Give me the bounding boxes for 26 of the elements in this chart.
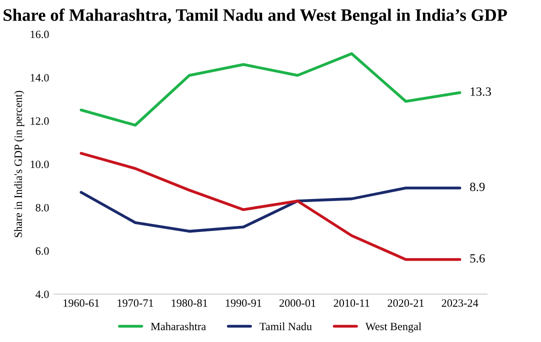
chart-title: Share of Maharashtra, Tamil Nadu and West Bengal in India’s GDP xyxy=(4,8,507,25)
y-tick-label: 6.0 xyxy=(36,247,49,255)
data-label: 13.3 xyxy=(470,87,491,96)
y-tick-label: 8.0 xyxy=(36,204,49,212)
x-tick-label: 1960-61 xyxy=(64,299,99,307)
y-axis-title: Share in India's GDP (in percent) xyxy=(14,90,24,238)
y-tick-label: 4.0 xyxy=(36,290,49,298)
x-tick-label: 2000-01 xyxy=(280,299,316,307)
data-label: 8.9 xyxy=(470,182,485,192)
legend-label: Tamil Nadu xyxy=(260,322,312,330)
line-series xyxy=(80,52,462,127)
legend-label: Maharashtra xyxy=(150,322,206,330)
x-tick-label: 1990-91 xyxy=(226,299,262,307)
x-tick-label: 1980-81 xyxy=(172,299,208,307)
x-tick-label: 2020-21 xyxy=(388,299,424,307)
legend-label: West Bengal xyxy=(365,322,422,332)
x-tick-label: 2010-11 xyxy=(334,299,370,307)
y-tick-label: 10.0 xyxy=(30,160,49,168)
x-tick-label: 1970-71 xyxy=(118,299,154,307)
x-tick-label: 2023-24 xyxy=(442,299,478,307)
line-series xyxy=(80,186,462,233)
y-tick-label: 12.0 xyxy=(30,117,49,125)
y-tick-label: 14.0 xyxy=(30,74,49,82)
data-label: 5.6 xyxy=(470,254,485,263)
y-tick-label: 16.0 xyxy=(30,30,49,38)
line-series xyxy=(80,152,462,261)
